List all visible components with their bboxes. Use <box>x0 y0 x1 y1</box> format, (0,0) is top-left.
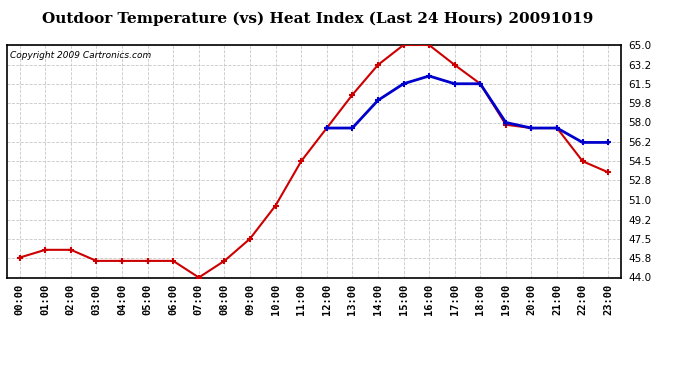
Text: Outdoor Temperature (vs) Heat Index (Last 24 Hours) 20091019: Outdoor Temperature (vs) Heat Index (Las… <box>41 11 593 26</box>
Text: Copyright 2009 Cartronics.com: Copyright 2009 Cartronics.com <box>10 51 151 60</box>
